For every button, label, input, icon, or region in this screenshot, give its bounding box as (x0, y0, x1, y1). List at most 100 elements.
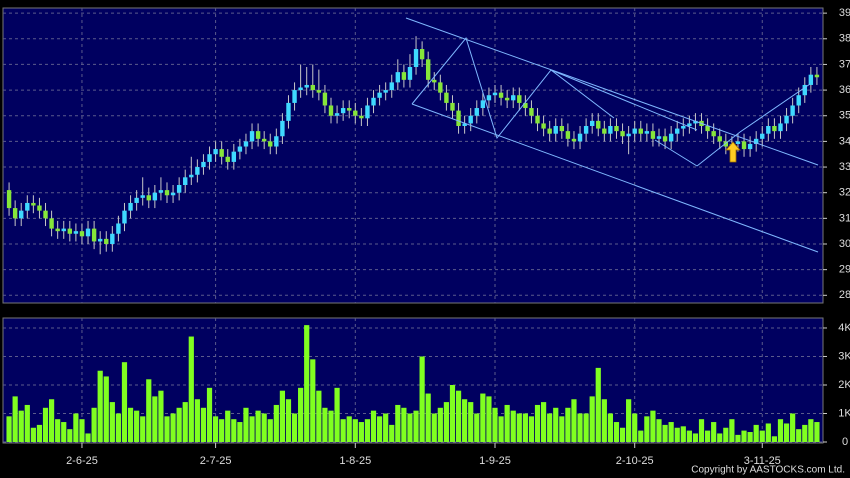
trend-segment (696, 83, 811, 167)
candle-body (395, 72, 401, 83)
candle-body (644, 131, 650, 134)
volume-bar (626, 399, 632, 442)
candle-body (6, 190, 12, 209)
candle-body (97, 238, 103, 242)
candle-body (486, 95, 492, 101)
candle-body (425, 59, 431, 80)
candle-body (207, 154, 212, 162)
candle-body (681, 126, 686, 129)
volume-bar (249, 416, 255, 442)
volume-bar (127, 407, 134, 442)
volume-bar (298, 387, 304, 442)
volume-bar (680, 426, 686, 442)
candle-body (511, 95, 516, 101)
volume-bar (164, 416, 170, 442)
volume-bar (771, 436, 778, 442)
volume-bar (425, 393, 431, 442)
volume-bar (698, 419, 705, 442)
candle-body (419, 49, 425, 60)
volume-panel (2, 317, 824, 444)
volume-bar (206, 387, 213, 442)
volume-bar (97, 370, 103, 442)
volume-bar (559, 416, 565, 442)
y-tick-label: 3K (838, 350, 850, 362)
y-tick-label: 34 (839, 135, 850, 147)
volume-bar (644, 416, 650, 442)
volume-bar (717, 433, 723, 442)
candle-body (359, 115, 364, 119)
candle-body (656, 136, 662, 139)
volume-bar (449, 384, 456, 442)
candle-body (772, 126, 777, 132)
volume-bar (170, 413, 176, 442)
candle-body (504, 97, 510, 101)
volume-bar (802, 424, 808, 442)
candle-body (498, 92, 504, 98)
volume-bar (358, 422, 364, 442)
candle-body (735, 141, 741, 144)
candle-body (693, 120, 698, 124)
candle-body (25, 202, 30, 211)
volume-bar (692, 433, 699, 442)
candle-body (268, 141, 273, 147)
volume-bar (723, 427, 729, 442)
volume-bar (91, 407, 97, 442)
candle-body (523, 102, 528, 109)
volume-bar (565, 407, 571, 442)
volume-bar (389, 424, 395, 442)
volume-bar (243, 407, 249, 442)
trend-segment (654, 139, 698, 167)
volume-bar (674, 427, 680, 442)
candle-body (116, 223, 121, 234)
candle-body (553, 126, 558, 134)
candle-body (67, 228, 73, 234)
candle-body (413, 49, 419, 67)
candle-body (79, 231, 85, 237)
volume-bar (328, 410, 334, 442)
candle-body (462, 123, 467, 126)
volume-bar (255, 410, 261, 442)
candle-body (444, 92, 449, 103)
volume-bar (370, 410, 377, 442)
candle-body (784, 115, 789, 124)
x-tick-label: 2-7-25 (200, 455, 232, 467)
candle-body (474, 108, 479, 116)
volume-bar (279, 390, 286, 442)
volume-bar (140, 416, 146, 442)
trend-segment (550, 69, 698, 131)
y-tick-label: 39 (839, 7, 850, 19)
volume-bar (437, 407, 443, 442)
volume-bar (808, 419, 814, 442)
volume-bar (747, 432, 753, 442)
y-tick-label: 36 (839, 84, 850, 96)
candle-body (286, 102, 291, 121)
candle-body (389, 82, 394, 91)
candle-body (778, 123, 783, 132)
candle-body (237, 146, 243, 152)
volume-bar (504, 404, 510, 442)
volume-bar (516, 413, 522, 442)
candle-body (43, 210, 48, 219)
volume-bar (42, 407, 49, 442)
candle-body (316, 90, 322, 93)
candle-body (158, 190, 164, 193)
y-tick-label: 31 (839, 212, 850, 224)
volume-bar (753, 424, 759, 442)
volume-bar (619, 427, 626, 442)
volume-bar (595, 367, 601, 442)
volume-bar (67, 429, 73, 442)
volume-bar (346, 416, 352, 442)
volume-bar (219, 419, 225, 442)
candle-body (328, 105, 334, 116)
candle-body (292, 90, 297, 103)
candle-body (668, 133, 674, 142)
volume-bar (729, 419, 735, 442)
candle-body (456, 110, 461, 126)
candle-body (225, 156, 230, 162)
candle-body (790, 105, 795, 116)
candle-body (662, 136, 668, 142)
volume-bar (285, 399, 292, 442)
volume-bar (158, 390, 164, 442)
volume-bar (486, 396, 492, 442)
